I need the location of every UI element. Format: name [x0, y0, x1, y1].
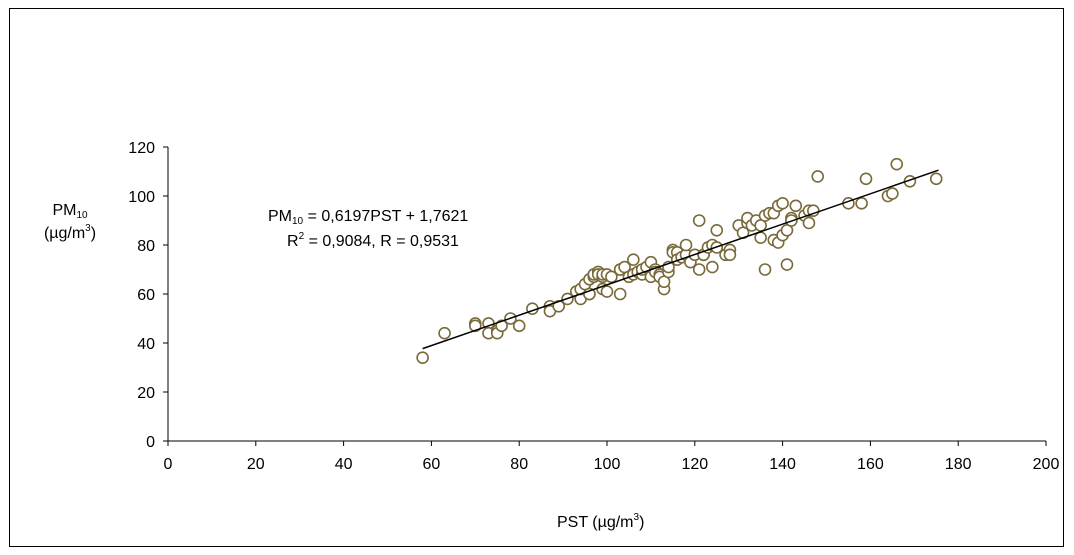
data-point — [890, 157, 904, 171]
x-tick-label: 0 — [164, 456, 173, 473]
data-point — [692, 263, 706, 276]
equation-line: PM10 = 0,6197PST + 1,7621 — [268, 208, 469, 227]
data-point — [605, 270, 618, 284]
x-tick-label: 140 — [769, 456, 796, 473]
y-tick-label: 60 — [137, 287, 155, 304]
data-point — [679, 238, 693, 252]
x-tick-label: 120 — [681, 456, 708, 473]
y-tick-label: 20 — [137, 385, 155, 402]
data-point — [512, 319, 526, 333]
x-tick-label: 20 — [247, 456, 265, 473]
x-tick-label: 80 — [510, 456, 528, 473]
y-tick-label: 0 — [146, 434, 155, 451]
data-point — [886, 187, 899, 200]
data-point — [692, 214, 706, 227]
data-point — [416, 351, 429, 365]
data-point — [468, 319, 482, 333]
y-axis-label: PM10 (µg/m3) — [43, 202, 97, 242]
data-point — [855, 197, 868, 210]
axes — [163, 146, 1047, 446]
data-point — [613, 287, 627, 301]
x-tick-label: 160 — [857, 456, 884, 473]
y-tick-label: 120 — [128, 140, 155, 157]
data-points — [416, 157, 943, 365]
x-tick-label: 60 — [423, 456, 441, 473]
data-point — [600, 285, 614, 298]
x-axis-label: PST (µg/m3) — [557, 512, 645, 532]
chart-frame: 0 20 40 60 80 100 120 140 160 180 200 0 20 40 60 80 100 1… — [9, 8, 1064, 547]
data-point — [811, 170, 825, 183]
scatter-chart: 0 20 40 60 80 100 120 140 160 180 200 0 20 40 60 80 100 1… — [128, 140, 1059, 473]
data-point — [929, 172, 943, 186]
x-tick-label: 40 — [335, 456, 353, 473]
trendline — [422, 169, 939, 350]
data-point — [723, 248, 737, 262]
data-point — [710, 224, 724, 237]
x-tick-label: 200 — [1033, 456, 1060, 473]
y-tick-label: 40 — [137, 336, 155, 353]
data-point — [706, 260, 719, 274]
data-point — [758, 263, 772, 276]
x-tick-label: 100 — [594, 456, 621, 473]
x-tick-label: 180 — [945, 456, 972, 473]
data-point — [859, 172, 873, 186]
data-point — [627, 253, 640, 266]
data-point — [776, 197, 789, 210]
regression-equation: PM10 = 0,6197PST + 1,7621 R2 = 0,9084, R… — [268, 204, 468, 254]
y-tick-label: 100 — [128, 189, 155, 206]
y-tick-label: 80 — [137, 238, 155, 255]
data-point — [802, 216, 816, 230]
correlation-line: R2 = 0,9084, R = 0,9531 — [287, 231, 459, 251]
data-point — [780, 258, 794, 271]
trendline-group — [422, 169, 939, 350]
data-point — [807, 204, 820, 217]
data-point — [552, 299, 566, 313]
data-point — [495, 319, 508, 333]
data-point — [789, 199, 803, 213]
data-point — [438, 326, 451, 340]
tick-labels: 0 20 40 60 80 100 120 140 160 180 200 0 20 40 60 80 100 1… — [128, 140, 1059, 473]
